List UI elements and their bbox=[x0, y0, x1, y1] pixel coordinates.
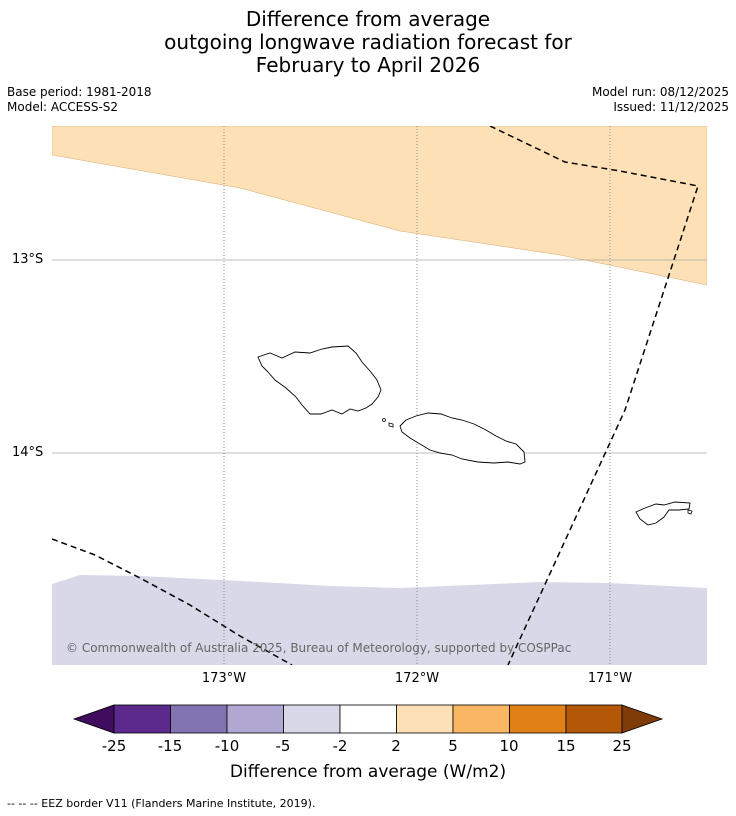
colorbar-label: Difference from average (W/m2) bbox=[229, 762, 507, 782]
cbar-tick-minus5: -5 bbox=[275, 737, 291, 755]
lon-label-172w: 172°W bbox=[394, 671, 440, 686]
lon-label-173w: 173°W bbox=[201, 671, 247, 686]
lat-label-13s: 13°S bbox=[12, 252, 44, 267]
colorbar-bin-6 bbox=[396, 704, 454, 734]
meta-left: Base period: 1981-2018 Model: ACCESS-S2 bbox=[7, 85, 152, 115]
tutuila-island bbox=[635, 501, 691, 526]
lat-label-14s: 14°S bbox=[12, 445, 44, 460]
cbar-tick-minus25: -25 bbox=[101, 737, 127, 755]
model-name: Model: ACCESS-S2 bbox=[7, 100, 119, 114]
colorbar-bin-7 bbox=[452, 704, 510, 734]
cbar-tick-5: 5 bbox=[448, 737, 458, 755]
cbar-tick-25: 25 bbox=[612, 737, 632, 755]
cbar-tick-minus10: -10 bbox=[214, 737, 240, 755]
colorbar-under-triangle bbox=[72, 704, 115, 734]
colorbar-bin-5 bbox=[339, 704, 397, 734]
cbar-tick-minus15: -15 bbox=[157, 737, 183, 755]
title-line-3: February to April 2026 bbox=[255, 53, 481, 77]
cbar-tick-minus2: -2 bbox=[332, 737, 348, 755]
title-line-1: Difference from average bbox=[245, 7, 491, 31]
negative-anomaly-region bbox=[52, 575, 707, 665]
cbar-tick-15: 15 bbox=[556, 737, 576, 755]
aunuu-island bbox=[687, 509, 693, 515]
eez-border-southwest bbox=[52, 538, 293, 665]
colorbar-bin-9 bbox=[565, 704, 623, 734]
title-line-2: outgoing longwave radiation forecast for bbox=[164, 30, 572, 54]
map-area bbox=[52, 126, 707, 665]
positive-anomaly-region bbox=[52, 126, 707, 286]
model-run: Model run: 08/12/2025 bbox=[591, 85, 729, 99]
eez-footnote: -- -- -- EEZ border V11 (Flanders Marine… bbox=[7, 797, 316, 810]
colorbar-bin-1 bbox=[113, 704, 171, 734]
map-title: Difference from average outgoing longwav… bbox=[0, 8, 736, 77]
colorbar-bin-8 bbox=[509, 704, 567, 734]
colorbar-bin-4 bbox=[283, 704, 341, 734]
cbar-tick-2: 2 bbox=[391, 737, 401, 755]
savaii-island bbox=[257, 345, 382, 415]
colorbar-bin-3 bbox=[226, 704, 284, 734]
lon-label-171w: 171°W bbox=[587, 671, 633, 686]
colorbar-over-triangle bbox=[621, 704, 664, 734]
colorbar-bin-2 bbox=[170, 704, 228, 734]
manono-island bbox=[388, 422, 394, 428]
cbar-tick-10: 10 bbox=[499, 737, 519, 755]
copyright-notice: © Commonwealth of Australia 2025, Bureau… bbox=[66, 641, 572, 655]
colorbar bbox=[72, 704, 664, 734]
apolima-island bbox=[382, 418, 386, 422]
issued-date: Issued: 11/12/2025 bbox=[613, 100, 729, 114]
upolu-island bbox=[399, 412, 526, 465]
base-period: Base period: 1981-2018 bbox=[7, 85, 152, 99]
meta-right: Model run: 08/12/2025 Issued: 11/12/2025 bbox=[592, 85, 729, 115]
eez-border-north bbox=[489, 126, 699, 665]
